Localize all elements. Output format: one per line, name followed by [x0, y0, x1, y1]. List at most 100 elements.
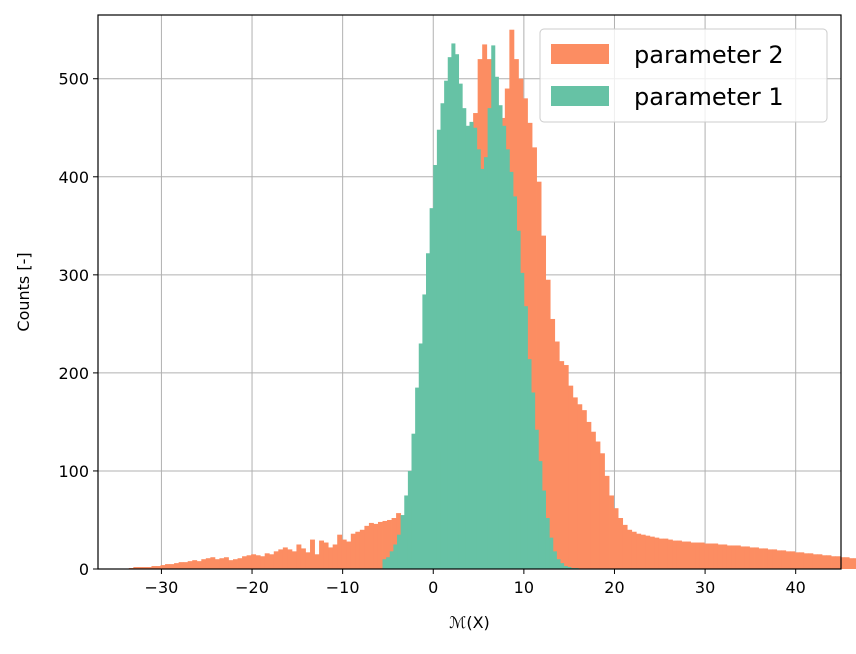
- histogram-bar-parameter-2: [373, 523, 379, 569]
- histogram-bar-parameter-2: [355, 531, 361, 569]
- histogram-bar-parameter-2: [686, 541, 691, 569]
- histogram-bar-parameter-1: [451, 43, 456, 569]
- histogram-bar-parameter-1: [549, 537, 554, 569]
- histogram-bar-parameter-1: [538, 461, 543, 569]
- histogram-bar-parameter-2: [323, 542, 329, 569]
- histogram-bar-parameter-1: [404, 495, 409, 569]
- histogram-bar-parameter-1: [436, 129, 441, 570]
- histogram-bar-parameter-2: [649, 536, 655, 569]
- histogram-bar-parameter-1: [393, 544, 398, 569]
- histogram-bar-parameter-2: [350, 533, 356, 569]
- histogram-bar-parameter-2: [183, 562, 189, 569]
- histogram-bar-parameter-2: [187, 561, 193, 569]
- histogram-bar-parameter-2: [300, 548, 306, 569]
- histogram-bar-parameter-2: [781, 550, 787, 569]
- y-tick-label: 0: [79, 560, 89, 579]
- histogram-bar-parameter-2: [717, 544, 723, 569]
- histogram-bar-parameter-2: [287, 549, 293, 569]
- histogram-bar-parameter-2: [704, 543, 710, 569]
- histogram-bar-parameter-2: [269, 554, 275, 569]
- histogram-bar-parameter-2: [536, 181, 542, 570]
- histogram-bar-parameter-1: [534, 429, 539, 569]
- histogram-bar-parameter-2: [260, 556, 266, 569]
- histogram-bar-parameter-2: [133, 567, 139, 569]
- x-tick-label: 0: [428, 578, 438, 597]
- histogram-bar-parameter-2: [554, 341, 560, 569]
- histogram-bar-parameter-1: [382, 559, 387, 569]
- histogram-bar-parameter-2: [364, 525, 370, 569]
- histogram-bar-parameter-2: [794, 552, 800, 569]
- histogram-bar-parameter-2: [690, 542, 696, 569]
- histogram-bar-parameter-1: [491, 45, 496, 569]
- histogram-bar-parameter-1: [444, 80, 449, 570]
- histogram-bar-parameter-2: [169, 564, 175, 569]
- histogram-bar-parameter-2: [667, 539, 673, 569]
- histogram-bar-parameter-2: [840, 557, 846, 569]
- histogram-bar-parameter-2: [849, 558, 855, 569]
- histogram-bar-parameter-2: [532, 147, 537, 569]
- x-tick-label: 30: [695, 578, 715, 597]
- histogram-bar-parameter-2: [337, 534, 343, 569]
- histogram-bar-parameter-2: [722, 544, 728, 569]
- histogram-bar-parameter-2: [663, 538, 669, 569]
- legend-label-parameter-2: parameter 2: [634, 41, 784, 69]
- histogram-bar-parameter-2: [541, 235, 547, 569]
- histogram-bar-parameter-2: [581, 410, 587, 569]
- histogram-bar-parameter-2: [835, 556, 841, 569]
- histogram-bar-parameter-2: [178, 562, 184, 569]
- histogram-bar-parameter-2: [853, 558, 856, 569]
- histogram-bar-parameter-2: [604, 475, 610, 569]
- histogram-bar-parameter-2: [137, 567, 143, 569]
- histogram-bar-parameter-1: [531, 392, 536, 569]
- histogram-bar-parameter-2: [627, 529, 633, 569]
- histogram-bar-parameter-2: [233, 559, 238, 569]
- histogram-bar-parameter-2: [590, 431, 596, 569]
- histogram-bar-parameter-2: [763, 548, 769, 569]
- histogram-bar-parameter-1: [552, 551, 557, 569]
- histogram-bar-parameter-1: [411, 433, 416, 569]
- histogram-bar-parameter-1: [407, 470, 412, 569]
- y-tick-label: 500: [58, 70, 89, 89]
- histogram-bar-parameter-2: [319, 540, 325, 569]
- histogram-bar-parameter-2: [826, 555, 832, 569]
- histogram-bar-parameter-2: [735, 545, 741, 569]
- histogram-bar-parameter-2: [713, 543, 719, 569]
- legend-swatch-parameter-1: [551, 86, 609, 106]
- histogram-bar-parameter-2: [772, 549, 778, 569]
- histogram-bar-parameter-2: [387, 519, 392, 569]
- histogram-bar-parameter-1: [458, 83, 463, 569]
- histogram-bar-parameter-1: [502, 125, 507, 570]
- histogram-bar-parameter-1: [516, 230, 521, 570]
- histogram-bar-parameter-2: [214, 559, 220, 569]
- histogram-bar-parameter-1: [469, 121, 474, 570]
- histogram-bar-parameter-2: [228, 560, 234, 569]
- histogram-bar-parameter-2: [527, 122, 533, 570]
- histogram-bar-parameter-1: [426, 253, 431, 569]
- plot-area-frame: [97, 14, 842, 570]
- histogram-bar-parameter-2: [708, 543, 714, 569]
- histogram-bar-parameter-2: [599, 453, 605, 569]
- histogram-bar-parameter-1: [480, 168, 485, 569]
- histogram-bar-parameter-2: [744, 546, 750, 569]
- legend-box: [539, 28, 828, 123]
- histogram-bar-parameter-1: [447, 57, 452, 569]
- x-tick-label: 20: [604, 578, 624, 597]
- histogram-bar-parameter-2: [192, 560, 198, 569]
- histogram-bar-parameter-2: [391, 518, 397, 569]
- histogram-bar-parameter-1: [527, 359, 532, 569]
- y-tick-label: 100: [58, 462, 89, 481]
- histogram-bar-parameter-2: [155, 566, 161, 569]
- histogram-bar-parameter-2: [586, 421, 592, 569]
- y-tick-label: 300: [58, 266, 89, 285]
- histogram-bar-parameter-2: [568, 385, 574, 569]
- histogram-bar-parameter-2: [613, 508, 619, 569]
- x-tick-label: 40: [786, 578, 806, 597]
- histogram-bar-parameter-1: [505, 149, 510, 569]
- x-tick-label: 10: [514, 578, 534, 597]
- histogram-bar-parameter-2: [151, 566, 157, 569]
- histogram-bar-parameter-1: [440, 103, 445, 569]
- legend-label-parameter-1: parameter 1: [634, 83, 784, 111]
- histogram-bar-parameter-2: [658, 538, 664, 569]
- histogram-bar-parameter-2: [278, 549, 284, 569]
- histogram-bar-parameter-2: [672, 540, 678, 569]
